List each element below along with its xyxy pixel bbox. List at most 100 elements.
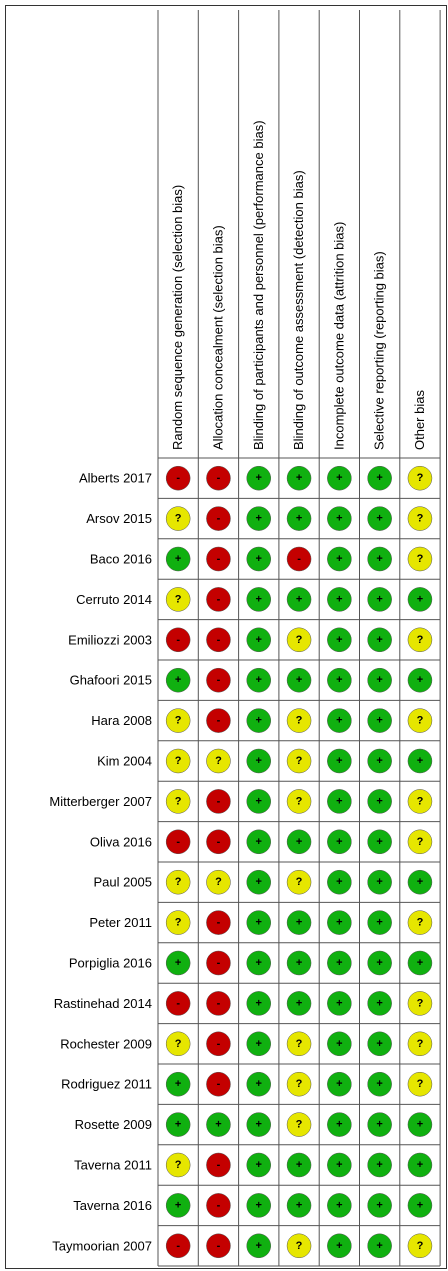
judgment-symbol: + — [296, 1159, 302, 1171]
judgment-symbol: + — [256, 674, 262, 686]
judgment-dot — [407, 748, 433, 774]
study-label: Hara 2008 — [91, 713, 152, 728]
judgment-symbol: + — [336, 715, 342, 727]
judgment-dot — [286, 869, 312, 895]
judgment-dot — [367, 667, 392, 693]
judgment-symbol: + — [256, 1159, 262, 1171]
column-header: Selective reporting (reporting bias) — [372, 251, 387, 450]
judgment-symbol: ? — [175, 917, 182, 929]
judgment-symbol: - — [176, 997, 180, 1009]
judgment-dot — [327, 587, 352, 612]
judgment-symbol: ? — [296, 795, 303, 807]
judgment-symbol: ? — [296, 715, 303, 727]
judgment-dot — [246, 829, 271, 855]
judgment-dot — [165, 950, 191, 976]
judgment-symbol: + — [336, 553, 342, 565]
judgment-symbol: + — [175, 1119, 181, 1131]
study-label: Rastinehad 2014 — [54, 996, 152, 1011]
judgment-dot — [286, 627, 312, 653]
judgment-symbol: + — [336, 674, 342, 686]
judgment-dot — [165, 708, 191, 733]
judgment-dot — [165, 1233, 191, 1259]
judgment-symbol: + — [376, 836, 382, 848]
judgment-dot — [286, 667, 312, 693]
judgment-symbol: + — [417, 755, 423, 767]
judgment-dot — [367, 465, 392, 491]
judgment-symbol: + — [256, 513, 262, 525]
judgment-dot — [246, 1233, 271, 1259]
judgment-dot — [286, 1152, 312, 1178]
judgment-symbol: ? — [175, 755, 182, 767]
judgment-symbol: + — [417, 1159, 423, 1171]
study-label: Oliva 2016 — [90, 834, 152, 849]
judgment-symbol: + — [376, 957, 382, 969]
column-header: Blinding of outcome assessment (detectio… — [291, 170, 306, 450]
judgment-symbol: + — [256, 1119, 262, 1131]
study-label: Cerruto 2014 — [76, 592, 152, 607]
judgment-symbol: + — [376, 715, 382, 727]
judgment-dot — [327, 748, 352, 774]
judgment-dot — [407, 465, 433, 491]
judgment-dot — [286, 506, 312, 531]
judgment-symbol: + — [256, 755, 262, 767]
judgment-dot — [206, 1152, 231, 1178]
judgment-dot — [367, 1031, 392, 1057]
judgment-dot — [165, 465, 191, 491]
judgment-symbol: - — [217, 1199, 221, 1211]
judgment-dot — [407, 910, 433, 935]
judgment-dot — [165, 869, 191, 895]
judgment-symbol: - — [217, 1240, 221, 1252]
judgment-symbol: + — [175, 1078, 181, 1090]
judgment-dot — [286, 1112, 312, 1137]
judgment-symbol: + — [296, 593, 302, 605]
judgment-symbol: ? — [215, 876, 222, 888]
judgment-symbol: + — [256, 1240, 262, 1252]
judgment-symbol: + — [376, 755, 382, 767]
judgment-symbol: ? — [175, 513, 182, 525]
judgment-dot — [367, 1233, 392, 1259]
judgment-dot — [165, 546, 191, 572]
study-label: Rosette 2009 — [75, 1117, 152, 1132]
judgment-symbol: - — [217, 513, 221, 525]
judgment-symbol: - — [217, 1159, 221, 1171]
judgment-dot — [165, 587, 191, 612]
judgment-dot — [165, 1071, 191, 1097]
judgment-symbol: + — [417, 1119, 423, 1131]
judgment-symbol: + — [336, 795, 342, 807]
judgment-symbol: + — [376, 1199, 382, 1211]
judgment-symbol: - — [217, 553, 221, 565]
judgment-symbol: ? — [417, 553, 424, 565]
judgment-symbol: + — [336, 1159, 342, 1171]
judgment-dot — [407, 829, 433, 855]
judgment-symbol: + — [336, 1199, 342, 1211]
judgment-dot — [327, 910, 352, 935]
judgment-dot — [286, 991, 312, 1016]
judgment-symbol: ? — [417, 836, 424, 848]
judgment-symbol: - — [176, 634, 180, 646]
judgment-symbol: + — [376, 1159, 382, 1171]
judgment-symbol: - — [176, 472, 180, 484]
judgment-dot — [327, 1112, 352, 1137]
judgment-symbol: + — [336, 917, 342, 929]
judgment-dot — [206, 708, 231, 733]
judgment-dot — [367, 748, 392, 774]
judgment-dot — [407, 789, 433, 814]
judgment-symbol: ? — [175, 876, 182, 888]
judgment-symbol: ? — [175, 1159, 182, 1171]
judgment-symbol: + — [417, 876, 423, 888]
judgment-dot — [367, 1193, 392, 1218]
judgment-symbol: - — [217, 593, 221, 605]
judgment-dot — [246, 546, 271, 572]
judgment-symbol: + — [336, 1038, 342, 1050]
judgment-symbol: + — [336, 1119, 342, 1131]
judgment-symbol: + — [336, 513, 342, 525]
judgment-dot — [206, 1031, 231, 1057]
judgment-symbol: + — [336, 755, 342, 767]
judgment-symbol: ? — [175, 1038, 182, 1050]
study-label: Peter 2011 — [89, 915, 152, 930]
judgment-symbol: - — [217, 795, 221, 807]
judgment-symbol: ? — [175, 795, 182, 807]
judgment-symbol: - — [217, 997, 221, 1009]
judgment-dot — [367, 546, 392, 572]
judgment-symbol: + — [296, 957, 302, 969]
